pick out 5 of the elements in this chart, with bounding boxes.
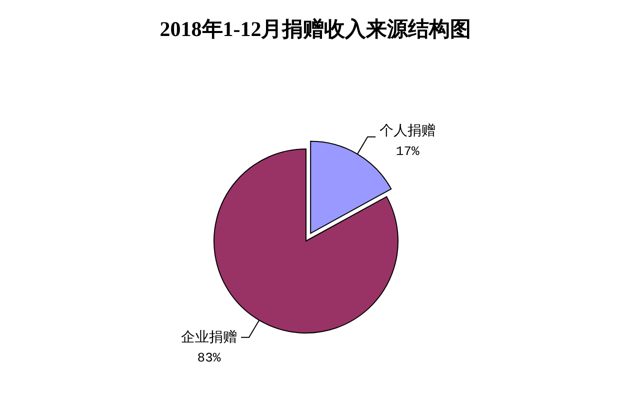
- data-label: 17%: [396, 144, 420, 159]
- data-label: 83%: [197, 350, 221, 366]
- chart-title: 2018年1-12月捐赠收入来源结构图: [160, 17, 472, 41]
- slice-label: 企业捐赠: [180, 328, 237, 344]
- slice-label: 个人捐赠: [380, 122, 436, 138]
